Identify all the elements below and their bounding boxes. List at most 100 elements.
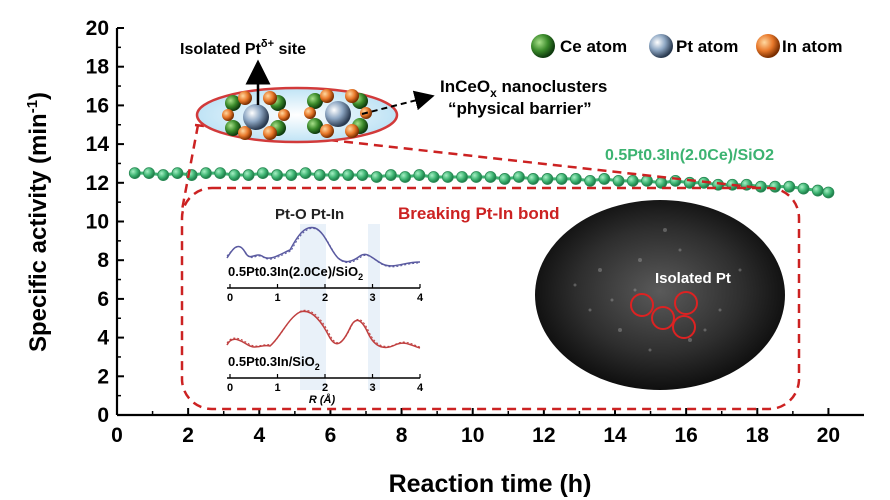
series-label: 0.5Pt0.3In(2.0Ce)/SiO2 [605, 147, 774, 164]
data-point [370, 171, 383, 183]
exafs-tick-label: 0 [227, 382, 233, 394]
isolated-pt-markers [630, 291, 698, 339]
data-point [242, 169, 255, 181]
isolated-site-label: Isolated Ptδ+ site [180, 38, 306, 58]
exafs-tick-label: 2 [322, 292, 328, 304]
legend: Ce atom Pt atom In atom [531, 34, 842, 58]
exafs-tick-label: 1 [274, 292, 280, 304]
x-tick-label: 6 [325, 424, 337, 447]
exafs-tick-label: 3 [369, 382, 375, 394]
data-point [811, 184, 824, 197]
data-point [441, 171, 454, 183]
physical-barrier-label: “physical barrier” [448, 99, 592, 118]
data-point [655, 176, 668, 189]
data-point [271, 169, 283, 181]
data-point [157, 169, 170, 181]
data-point [612, 174, 625, 187]
arrow-right-icon [361, 90, 435, 115]
data-point [783, 180, 796, 193]
data-point [299, 167, 312, 180]
x-axis-label: Reaction time (h) [389, 470, 592, 498]
data-point [797, 182, 810, 195]
data-point [598, 173, 611, 185]
exafs-tick-label: 1 [274, 382, 280, 394]
pt-atom-site [243, 104, 269, 130]
cluster-illustration: Isolated Ptδ+ site InCeOx nanoclusters “… [180, 38, 761, 211]
data-point [256, 167, 269, 180]
legend-ce-label: Ce atom [560, 37, 627, 56]
nanoclusters-label: InCeOx nanoclusters [440, 77, 607, 100]
data-point [498, 173, 511, 185]
data-point [484, 171, 497, 183]
legend-in-label: In atom [782, 37, 842, 56]
data-point [328, 169, 340, 181]
y-tick-label: 14 [86, 133, 110, 156]
data-point [541, 173, 554, 185]
exafs-bottom-curve [226, 310, 421, 349]
ce-atom-icon [531, 34, 555, 58]
y-tick-label: 10 [86, 211, 109, 234]
stem-image: Isolated Pt [535, 200, 785, 390]
zoom-connector-left [180, 124, 200, 211]
data-point [427, 171, 440, 183]
exafs-tick-label: 3 [369, 292, 375, 304]
data-point [413, 169, 426, 181]
series-0-5pt0-3in-2-0ce-sio2 [128, 167, 835, 199]
data-point [342, 169, 355, 181]
y-tick-label: 18 [86, 56, 110, 79]
y-tick-label: 16 [86, 94, 109, 117]
data-point [527, 173, 540, 185]
x-tick-label: 16 [674, 424, 697, 447]
y-axis-ticks: 0 2 4 6 8 10 12 14 16 18 20 [86, 17, 124, 427]
pt-in-highlight [368, 224, 380, 390]
data-point [128, 167, 141, 180]
pt-atom-icon [649, 34, 673, 58]
y-tick-label: 12 [86, 172, 109, 195]
data-point [456, 171, 468, 183]
exafs-tick-label: 4 [417, 292, 424, 304]
breaking-bond-label: Breaking Pt-In bond [398, 204, 560, 223]
x-tick-label: 20 [817, 424, 840, 447]
exafs-tick-label: 2 [322, 382, 328, 394]
exafs-bottom-label: 0.5Pt0.3In/SiO2 [228, 354, 320, 372]
data-point [200, 167, 212, 180]
y-axis-label: Specific activity (min-1) [24, 92, 52, 352]
data-point [470, 171, 483, 183]
exafs-bottom-fit [226, 309, 421, 348]
data-point [584, 174, 596, 187]
data-point [399, 171, 412, 183]
x-tick-label: 8 [396, 424, 408, 447]
data-point [669, 174, 682, 187]
isolated-pt-label: Isolated Pt [655, 270, 731, 287]
exafs-top-curve [226, 226, 421, 267]
zoom-box [180, 186, 801, 411]
exafs-xlabel: R (Å) [309, 393, 336, 406]
x-tick-label: 2 [182, 424, 194, 447]
data-point [214, 167, 227, 180]
data-point [754, 180, 767, 193]
y-tick-label: 0 [97, 404, 109, 427]
exafs-inset: 0.5Pt0.3In(2.0Ce)/SiO2 0 1 2 3 4 0.5Pt0.3In/… [226, 224, 424, 406]
exafs-top-fit [226, 227, 421, 268]
in-atom-icon [756, 34, 780, 58]
exafs-tick-label: 0 [227, 292, 233, 304]
exafs-top-ticks: 0 1 2 3 4 [227, 284, 424, 304]
x-tick-label: 10 [461, 424, 484, 447]
x-axis-ticks: 0 2 4 6 8 10 12 14 16 18 20 [111, 408, 840, 447]
x-tick-label: 14 [603, 424, 627, 447]
stem-micrograph [535, 200, 785, 390]
data-point [626, 174, 639, 187]
x-tick-label: 4 [253, 424, 265, 447]
data-point [822, 186, 835, 199]
y-tick-label: 6 [97, 288, 109, 311]
data-point [143, 167, 155, 180]
x-tick-label: 0 [111, 424, 123, 447]
data-point [513, 171, 525, 183]
cluster-left [222, 91, 290, 140]
y-tick-label: 2 [97, 365, 109, 388]
pt-o-highlight [300, 224, 326, 390]
exafs-bottom-ticks: 0 1 2 3 4 [227, 374, 424, 394]
x-tick-label: 18 [746, 424, 770, 447]
data-point [313, 169, 326, 181]
y-tick-label: 4 [97, 327, 109, 350]
